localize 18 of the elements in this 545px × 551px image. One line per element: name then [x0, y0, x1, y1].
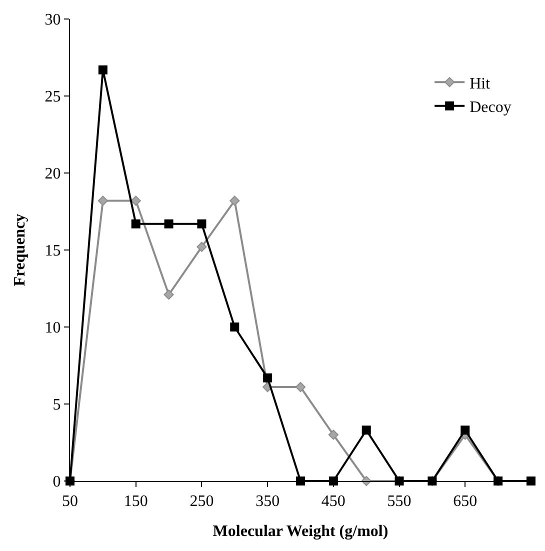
x-tick-label: 350: [256, 493, 280, 510]
y-tick-label: 10: [44, 320, 61, 337]
x-axis-title: Molecular Weight (g/mol): [212, 522, 388, 540]
x-tick-label: 450: [321, 493, 346, 510]
y-axis-title: Frequency: [12, 214, 29, 286]
legend-label: Decoy: [470, 99, 512, 116]
x-tick-label: 50: [62, 493, 78, 510]
x-tick-label: 550: [387, 493, 412, 510]
x-tick-label: 250: [190, 493, 214, 510]
y-tick-label: 25: [44, 88, 61, 106]
x-tick-label: 650: [453, 493, 478, 510]
y-tick-label: 30: [44, 12, 61, 29]
legend-label: Hit: [470, 75, 491, 92]
x-tick-label: 150: [124, 493, 148, 510]
y-tick-label: 5: [52, 396, 61, 414]
y-tick-label: 0: [52, 474, 61, 491]
y-tick-label: 15: [44, 242, 61, 260]
y-tick-label: 20: [44, 166, 61, 183]
